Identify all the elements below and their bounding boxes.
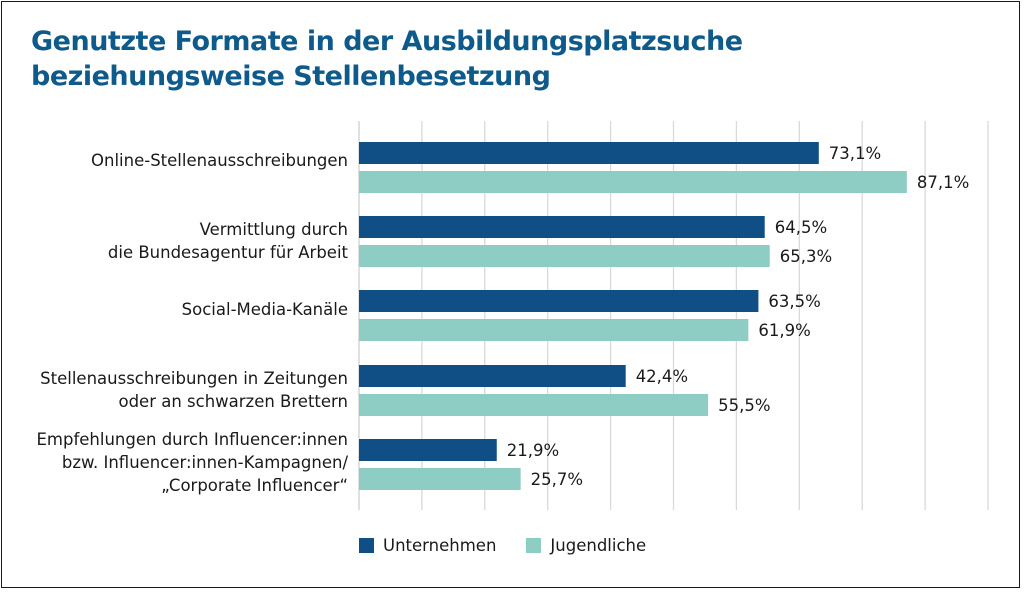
legend-swatch-jugendliche — [526, 538, 542, 553]
category-label-4: Stellenausschreibungen in Zeitungen oder… — [40, 369, 348, 411]
data-label-jugendliche-4: 55,5% — [718, 396, 770, 415]
category-label-5: Empfehlungen durch Influencer:innen bzw.… — [36, 430, 348, 495]
data-label-unternehmen-1: 73,1% — [829, 144, 881, 163]
category-label-2: Vermittlung durch die Bundesagentur für … — [107, 220, 348, 262]
chart-title-line-1: Genutzte Formate in der Ausbildungsplatz… — [31, 26, 743, 57]
legend-item-jugendliche: Jugendliche — [526, 536, 646, 555]
bar-unternehmen-2 — [359, 216, 765, 238]
data-label-unternehmen-3: 63,5% — [768, 292, 820, 311]
bar-unternehmen-5 — [359, 439, 497, 461]
data-label-jugendliche-3: 61,9% — [758, 321, 810, 340]
category-label-1: Online-Stellenausschreibungen — [91, 151, 348, 170]
bar-jugendliche-1 — [359, 171, 907, 193]
data-label-jugendliche-1: 87,1% — [917, 173, 969, 192]
chart-title-line-2: beziehungsweise Stellenbesetzung — [31, 61, 551, 92]
legend-swatch-unternehmen — [359, 538, 374, 553]
legend: Unternehmen Jugendliche — [359, 536, 676, 555]
bar-jugendliche-3 — [359, 319, 749, 341]
legend-label-unternehmen: Unternehmen — [383, 536, 497, 555]
data-label-unternehmen-4: 42,4% — [636, 367, 688, 386]
chart-title: Genutzte Formate in der Ausbildungsplatz… — [31, 24, 991, 94]
data-label-jugendliche-2: 65,3% — [780, 247, 832, 266]
bar-unternehmen-1 — [359, 142, 819, 164]
category-label-3: Social-Media-Kanäle — [181, 300, 348, 319]
bar-jugendliche-4 — [359, 394, 709, 416]
bar-jugendliche-5 — [359, 468, 521, 490]
bar-unternehmen-3 — [359, 290, 759, 312]
legend-item-unternehmen: Unternehmen — [359, 536, 496, 555]
data-label-jugendliche-5: 25,7% — [531, 470, 583, 489]
bar-unternehmen-4 — [359, 365, 626, 387]
data-label-unternehmen-2: 64,5% — [775, 218, 827, 237]
data-label-unternehmen-5: 21,9% — [507, 441, 559, 460]
legend-label-jugendliche: Jugendliche — [550, 536, 647, 555]
bar-jugendliche-2 — [359, 245, 770, 267]
